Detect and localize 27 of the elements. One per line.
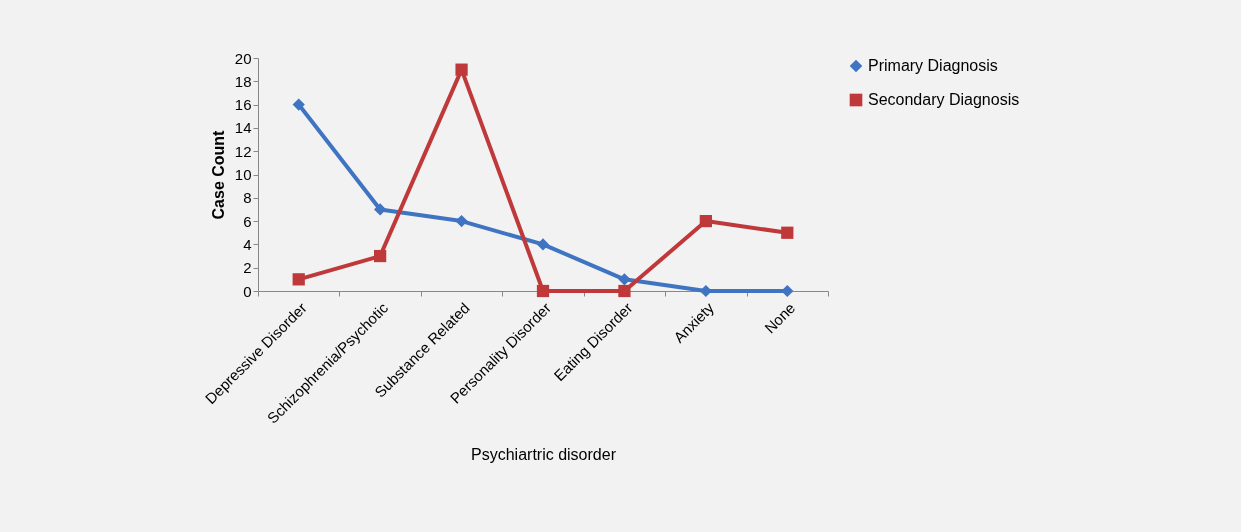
y-tick-label: 0 (243, 282, 252, 300)
point (292, 273, 305, 286)
y-tick-label: 14 (234, 119, 252, 137)
y-tick-label: 6 (243, 212, 252, 230)
point (699, 214, 712, 228)
point (536, 238, 550, 251)
point (618, 284, 631, 298)
point (781, 226, 794, 239)
y-tick-label: 2 (243, 259, 252, 277)
point (699, 284, 712, 298)
y-tick-label: 8 (243, 189, 252, 207)
point (536, 284, 550, 298)
point (374, 249, 387, 263)
point (781, 284, 794, 298)
y-axis-title: Case Count (209, 129, 227, 220)
point (374, 203, 387, 216)
point (455, 214, 468, 228)
legend-label: Secondary Diagnosis (868, 91, 1020, 108)
y-tick-label: 12 (234, 142, 252, 160)
y-tick-label: 4 (243, 235, 252, 253)
y-tick-label: 10 (234, 166, 252, 183)
x-axis-title: Psychiartric disorder (471, 445, 617, 463)
y-tick-label: 20 (234, 49, 252, 67)
y-tick-label: 16 (234, 96, 252, 114)
point (292, 98, 305, 111)
legend-label: Primary Diagnosis (868, 57, 998, 74)
y-tick-label: 18 (234, 72, 252, 90)
